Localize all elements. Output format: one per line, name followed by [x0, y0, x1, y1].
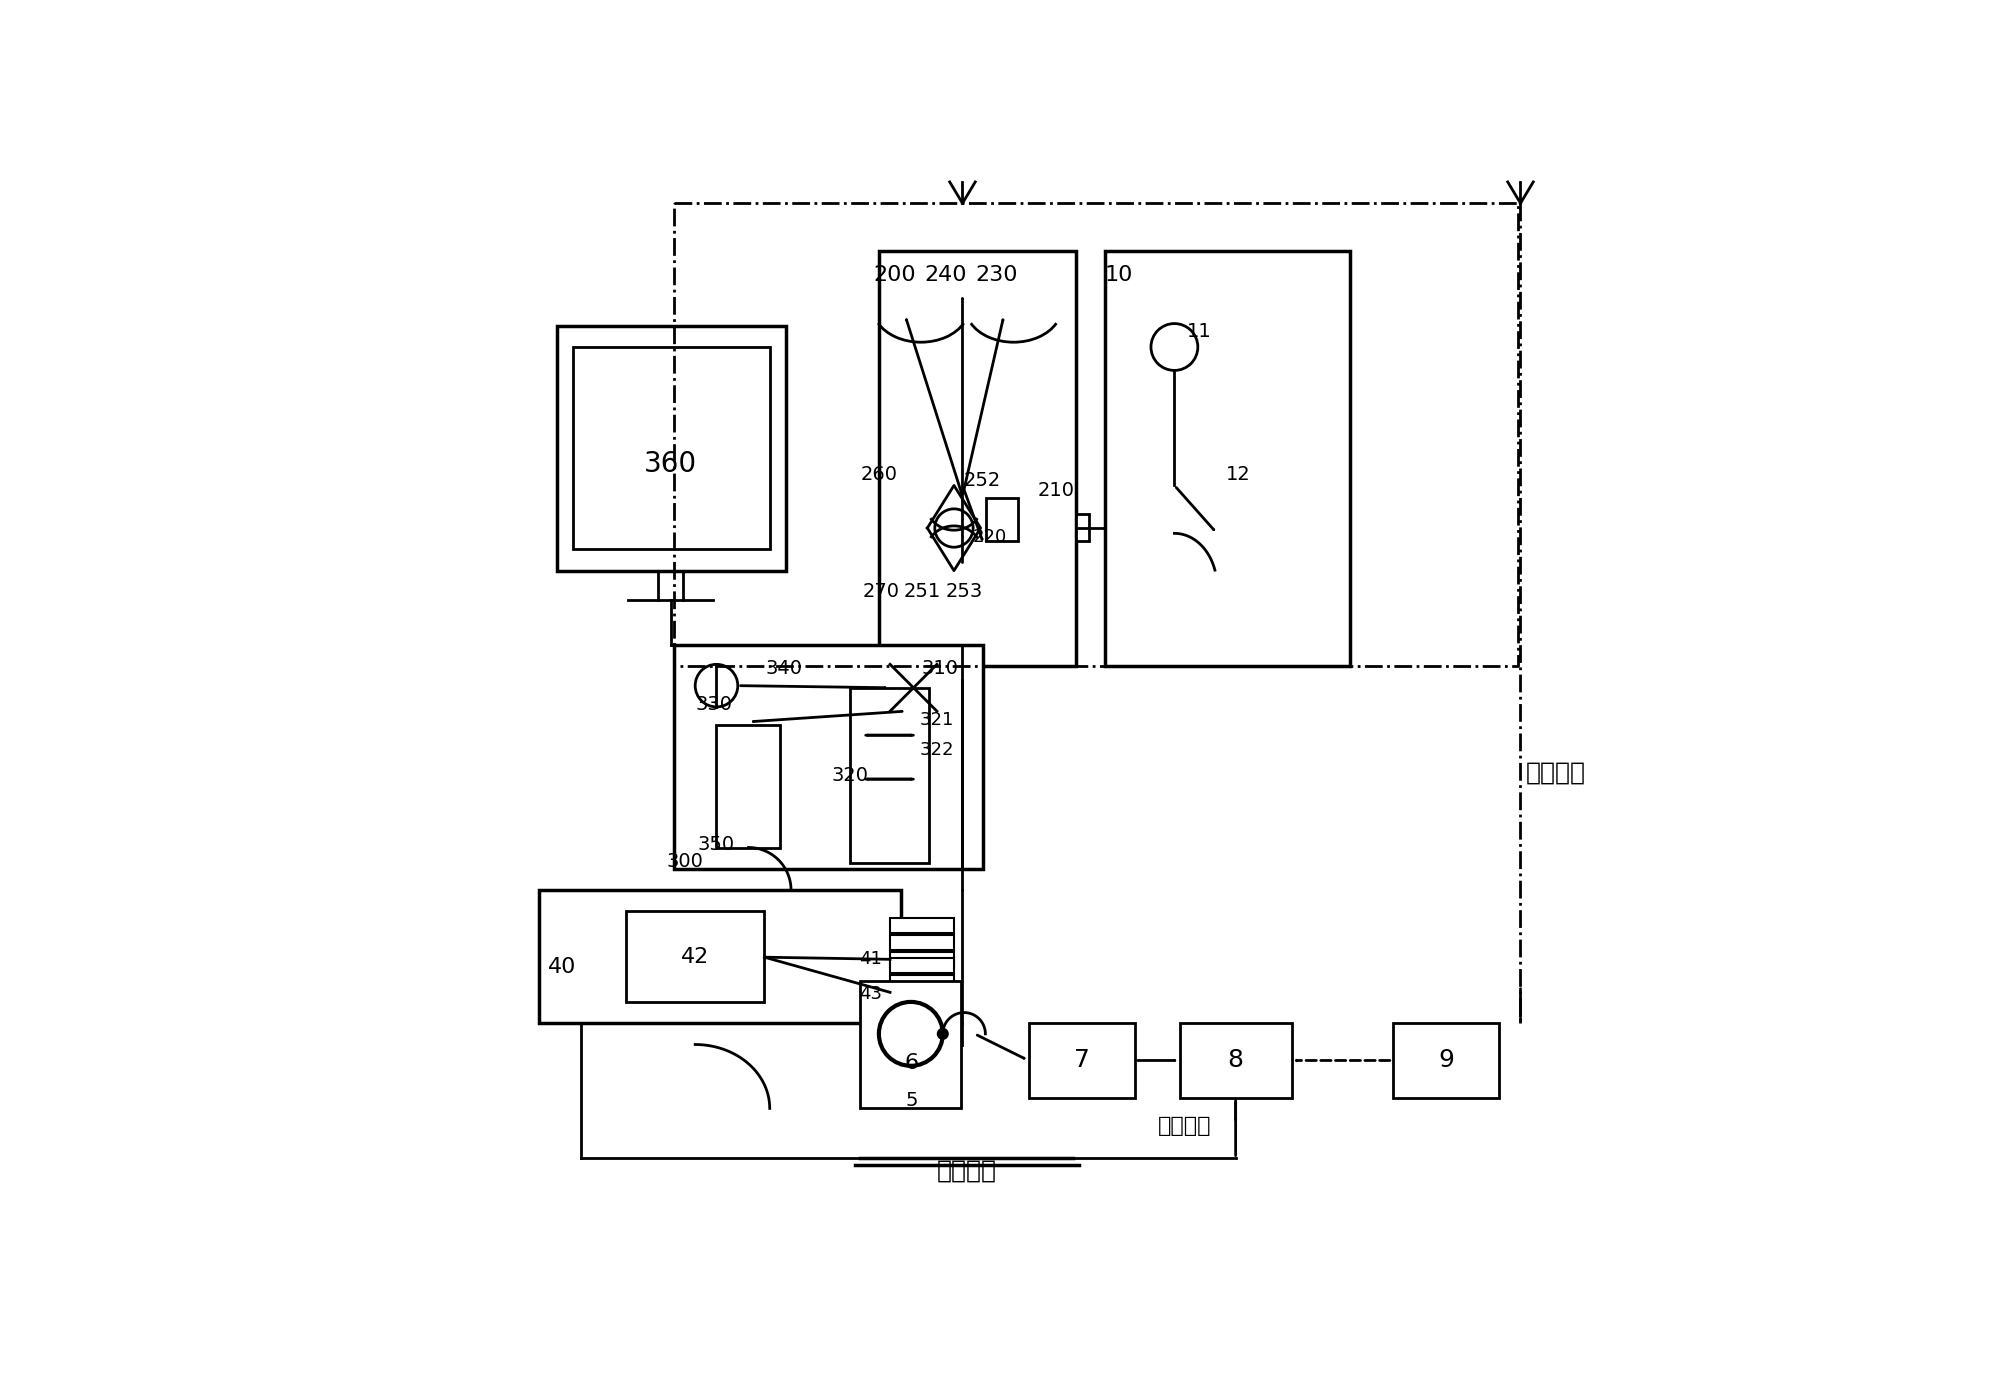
FancyBboxPatch shape — [985, 498, 1018, 541]
Text: 7: 7 — [1074, 1048, 1090, 1072]
Text: 5: 5 — [905, 1091, 917, 1111]
Text: 6: 6 — [905, 1052, 919, 1073]
FancyBboxPatch shape — [879, 252, 1076, 667]
FancyBboxPatch shape — [963, 649, 975, 680]
Text: 300: 300 — [666, 852, 704, 871]
Text: 200: 200 — [873, 264, 915, 285]
Text: 参考频率: 参考频率 — [937, 1158, 997, 1182]
FancyBboxPatch shape — [573, 347, 770, 549]
Text: 10: 10 — [1104, 264, 1134, 285]
Text: 210: 210 — [1038, 481, 1074, 501]
Text: 8: 8 — [1227, 1048, 1243, 1072]
FancyBboxPatch shape — [891, 918, 953, 932]
Text: 321: 321 — [919, 711, 953, 729]
FancyBboxPatch shape — [539, 891, 901, 1023]
FancyBboxPatch shape — [891, 952, 953, 967]
Text: 310: 310 — [921, 660, 959, 678]
FancyBboxPatch shape — [891, 993, 953, 1007]
FancyBboxPatch shape — [1394, 1023, 1498, 1098]
Text: 270: 270 — [863, 582, 901, 602]
FancyBboxPatch shape — [716, 725, 780, 848]
FancyBboxPatch shape — [625, 911, 764, 1001]
Text: 220: 220 — [973, 527, 1008, 545]
Text: 11: 11 — [1186, 321, 1211, 340]
FancyBboxPatch shape — [949, 649, 963, 680]
FancyBboxPatch shape — [891, 958, 953, 974]
Text: 43: 43 — [859, 986, 883, 1004]
FancyBboxPatch shape — [557, 326, 786, 571]
Text: 12: 12 — [1227, 465, 1251, 484]
FancyBboxPatch shape — [1180, 1023, 1291, 1098]
Text: 251: 251 — [903, 582, 941, 602]
Text: 260: 260 — [861, 465, 899, 484]
Text: 330: 330 — [696, 696, 732, 714]
Text: 9: 9 — [1438, 1048, 1454, 1072]
Text: 320: 320 — [831, 766, 869, 784]
Text: 41: 41 — [859, 950, 883, 968]
FancyBboxPatch shape — [849, 687, 929, 863]
Text: 230: 230 — [975, 264, 1018, 285]
Text: 252: 252 — [963, 470, 1001, 490]
FancyBboxPatch shape — [674, 644, 983, 869]
FancyBboxPatch shape — [1106, 252, 1349, 667]
Text: 42: 42 — [682, 947, 710, 967]
Text: 控制信号: 控制信号 — [1158, 1116, 1213, 1135]
Text: 340: 340 — [764, 660, 802, 678]
Text: 240: 240 — [925, 264, 967, 285]
Text: 322: 322 — [919, 740, 953, 758]
Text: 控制信号: 控制信号 — [1526, 761, 1587, 786]
Text: 360: 360 — [644, 449, 698, 479]
Text: 350: 350 — [698, 835, 736, 853]
Text: 40: 40 — [547, 957, 577, 976]
Text: 253: 253 — [945, 582, 983, 602]
FancyBboxPatch shape — [1076, 514, 1090, 541]
FancyBboxPatch shape — [861, 981, 961, 1108]
FancyBboxPatch shape — [1028, 1023, 1134, 1098]
Circle shape — [937, 1029, 947, 1039]
FancyBboxPatch shape — [891, 975, 953, 990]
FancyBboxPatch shape — [891, 935, 953, 950]
